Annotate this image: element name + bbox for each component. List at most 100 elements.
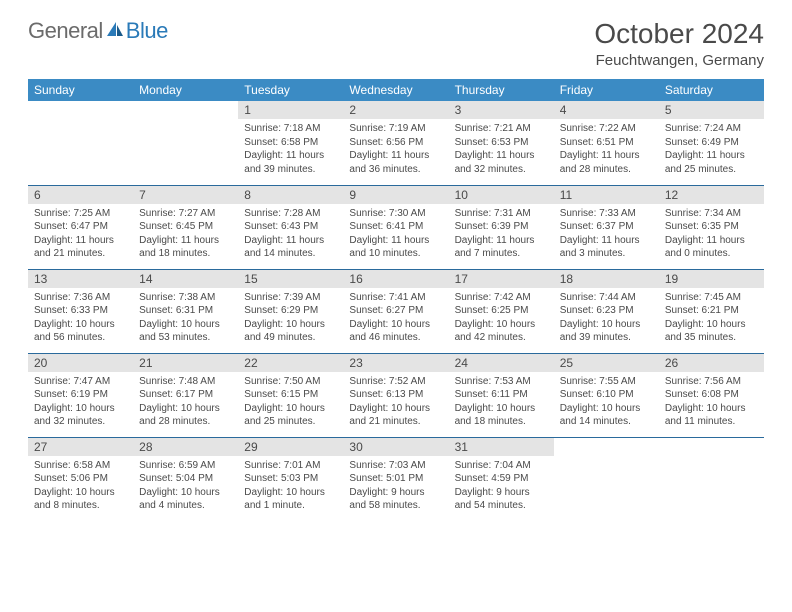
calendar-day-cell	[554, 437, 659, 521]
calendar-day-cell: 16Sunrise: 7:41 AMSunset: 6:27 PMDayligh…	[343, 269, 448, 353]
month-title: October 2024	[594, 18, 764, 50]
day-number: 21	[133, 354, 238, 372]
day-number: 2	[343, 101, 448, 119]
day-content: Sunrise: 7:42 AMSunset: 6:25 PMDaylight:…	[449, 288, 554, 349]
calendar-day-cell: 2Sunrise: 7:19 AMSunset: 6:56 PMDaylight…	[343, 101, 448, 185]
day-number: 8	[238, 186, 343, 204]
calendar-day-cell: 26Sunrise: 7:56 AMSunset: 6:08 PMDayligh…	[659, 353, 764, 437]
day-content: Sunrise: 7:22 AMSunset: 6:51 PMDaylight:…	[554, 119, 659, 180]
calendar-day-cell: 31Sunrise: 7:04 AMSunset: 4:59 PMDayligh…	[449, 437, 554, 521]
calendar-day-cell: 8Sunrise: 7:28 AMSunset: 6:43 PMDaylight…	[238, 185, 343, 269]
calendar-day-cell: 25Sunrise: 7:55 AMSunset: 6:10 PMDayligh…	[554, 353, 659, 437]
weekday-header: Tuesday	[238, 79, 343, 101]
calendar-day-cell: 22Sunrise: 7:50 AMSunset: 6:15 PMDayligh…	[238, 353, 343, 437]
day-content: Sunrise: 7:27 AMSunset: 6:45 PMDaylight:…	[133, 204, 238, 265]
calendar-day-cell: 27Sunrise: 6:58 AMSunset: 5:06 PMDayligh…	[28, 437, 133, 521]
day-number: 31	[449, 438, 554, 456]
location-subtitle: Feuchtwangen, Germany	[594, 52, 764, 69]
calendar-day-cell	[659, 437, 764, 521]
day-number: 16	[343, 270, 448, 288]
weekday-header: Thursday	[449, 79, 554, 101]
calendar-day-cell: 3Sunrise: 7:21 AMSunset: 6:53 PMDaylight…	[449, 101, 554, 185]
calendar-header-row: SundayMondayTuesdayWednesdayThursdayFrid…	[28, 79, 764, 101]
weekday-header: Monday	[133, 79, 238, 101]
day-number: 24	[449, 354, 554, 372]
calendar-day-cell: 11Sunrise: 7:33 AMSunset: 6:37 PMDayligh…	[554, 185, 659, 269]
calendar-day-cell: 23Sunrise: 7:52 AMSunset: 6:13 PMDayligh…	[343, 353, 448, 437]
day-content: Sunrise: 7:04 AMSunset: 4:59 PMDaylight:…	[449, 456, 554, 517]
day-content: Sunrise: 7:21 AMSunset: 6:53 PMDaylight:…	[449, 119, 554, 180]
day-number: 10	[449, 186, 554, 204]
day-content: Sunrise: 7:50 AMSunset: 6:15 PMDaylight:…	[238, 372, 343, 433]
logo-text-general: General	[28, 18, 103, 44]
day-number: 17	[449, 270, 554, 288]
day-number: 27	[28, 438, 133, 456]
calendar-day-cell: 10Sunrise: 7:31 AMSunset: 6:39 PMDayligh…	[449, 185, 554, 269]
day-number: 26	[659, 354, 764, 372]
day-number: 7	[133, 186, 238, 204]
day-content: Sunrise: 7:36 AMSunset: 6:33 PMDaylight:…	[28, 288, 133, 349]
day-content: Sunrise: 7:34 AMSunset: 6:35 PMDaylight:…	[659, 204, 764, 265]
day-content: Sunrise: 7:03 AMSunset: 5:01 PMDaylight:…	[343, 456, 448, 517]
day-number: 18	[554, 270, 659, 288]
day-number: 11	[554, 186, 659, 204]
day-content: Sunrise: 7:31 AMSunset: 6:39 PMDaylight:…	[449, 204, 554, 265]
calendar-day-cell: 12Sunrise: 7:34 AMSunset: 6:35 PMDayligh…	[659, 185, 764, 269]
day-number: 12	[659, 186, 764, 204]
calendar-day-cell: 13Sunrise: 7:36 AMSunset: 6:33 PMDayligh…	[28, 269, 133, 353]
day-number: 19	[659, 270, 764, 288]
day-number: 22	[238, 354, 343, 372]
calendar-week-row: 1Sunrise: 7:18 AMSunset: 6:58 PMDaylight…	[28, 101, 764, 185]
calendar-day-cell: 9Sunrise: 7:30 AMSunset: 6:41 PMDaylight…	[343, 185, 448, 269]
day-content: Sunrise: 7:44 AMSunset: 6:23 PMDaylight:…	[554, 288, 659, 349]
calendar-day-cell: 18Sunrise: 7:44 AMSunset: 6:23 PMDayligh…	[554, 269, 659, 353]
calendar-day-cell: 20Sunrise: 7:47 AMSunset: 6:19 PMDayligh…	[28, 353, 133, 437]
day-content: Sunrise: 7:41 AMSunset: 6:27 PMDaylight:…	[343, 288, 448, 349]
day-number: 5	[659, 101, 764, 119]
day-number: 6	[28, 186, 133, 204]
weekday-header: Friday	[554, 79, 659, 101]
calendar-table: SundayMondayTuesdayWednesdayThursdayFrid…	[28, 79, 764, 521]
day-number: 14	[133, 270, 238, 288]
calendar-day-cell: 4Sunrise: 7:22 AMSunset: 6:51 PMDaylight…	[554, 101, 659, 185]
calendar-week-row: 6Sunrise: 7:25 AMSunset: 6:47 PMDaylight…	[28, 185, 764, 269]
calendar-day-cell: 28Sunrise: 6:59 AMSunset: 5:04 PMDayligh…	[133, 437, 238, 521]
calendar-day-cell: 17Sunrise: 7:42 AMSunset: 6:25 PMDayligh…	[449, 269, 554, 353]
day-number: 25	[554, 354, 659, 372]
day-content: Sunrise: 7:45 AMSunset: 6:21 PMDaylight:…	[659, 288, 764, 349]
calendar-day-cell: 5Sunrise: 7:24 AMSunset: 6:49 PMDaylight…	[659, 101, 764, 185]
calendar-day-cell: 6Sunrise: 7:25 AMSunset: 6:47 PMDaylight…	[28, 185, 133, 269]
day-content: Sunrise: 7:38 AMSunset: 6:31 PMDaylight:…	[133, 288, 238, 349]
calendar-day-cell: 30Sunrise: 7:03 AMSunset: 5:01 PMDayligh…	[343, 437, 448, 521]
day-number: 20	[28, 354, 133, 372]
calendar-day-cell: 21Sunrise: 7:48 AMSunset: 6:17 PMDayligh…	[133, 353, 238, 437]
day-content: Sunrise: 7:52 AMSunset: 6:13 PMDaylight:…	[343, 372, 448, 433]
logo-text-blue: Blue	[126, 18, 168, 44]
day-number: 4	[554, 101, 659, 119]
day-content: Sunrise: 7:24 AMSunset: 6:49 PMDaylight:…	[659, 119, 764, 180]
day-number: 3	[449, 101, 554, 119]
calendar-week-row: 13Sunrise: 7:36 AMSunset: 6:33 PMDayligh…	[28, 269, 764, 353]
day-content: Sunrise: 7:53 AMSunset: 6:11 PMDaylight:…	[449, 372, 554, 433]
title-block: October 2024 Feuchtwangen, Germany	[594, 18, 764, 69]
weekday-header: Saturday	[659, 79, 764, 101]
day-number: 13	[28, 270, 133, 288]
day-content: Sunrise: 6:59 AMSunset: 5:04 PMDaylight:…	[133, 456, 238, 517]
calendar-week-row: 27Sunrise: 6:58 AMSunset: 5:06 PMDayligh…	[28, 437, 764, 521]
calendar-page: General Blue October 2024 Feuchtwangen, …	[0, 0, 792, 539]
day-number: 9	[343, 186, 448, 204]
day-content: Sunrise: 7:19 AMSunset: 6:56 PMDaylight:…	[343, 119, 448, 180]
calendar-day-cell: 19Sunrise: 7:45 AMSunset: 6:21 PMDayligh…	[659, 269, 764, 353]
calendar-day-cell: 7Sunrise: 7:27 AMSunset: 6:45 PMDaylight…	[133, 185, 238, 269]
day-content: Sunrise: 7:47 AMSunset: 6:19 PMDaylight:…	[28, 372, 133, 433]
day-content: Sunrise: 7:25 AMSunset: 6:47 PMDaylight:…	[28, 204, 133, 265]
day-content: Sunrise: 7:01 AMSunset: 5:03 PMDaylight:…	[238, 456, 343, 517]
day-content: Sunrise: 7:48 AMSunset: 6:17 PMDaylight:…	[133, 372, 238, 433]
calendar-day-cell	[28, 101, 133, 185]
day-number: 15	[238, 270, 343, 288]
day-content: Sunrise: 7:30 AMSunset: 6:41 PMDaylight:…	[343, 204, 448, 265]
calendar-day-cell	[133, 101, 238, 185]
calendar-day-cell: 14Sunrise: 7:38 AMSunset: 6:31 PMDayligh…	[133, 269, 238, 353]
day-number: 28	[133, 438, 238, 456]
day-number: 29	[238, 438, 343, 456]
